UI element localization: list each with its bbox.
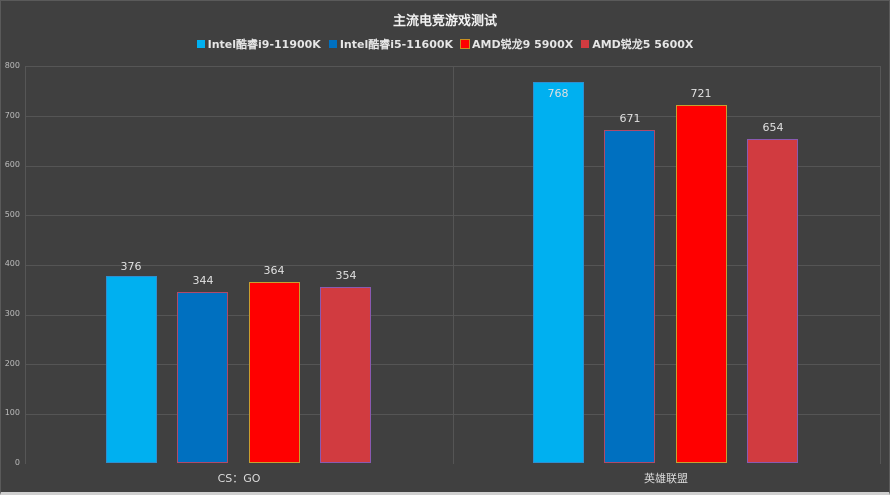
legend-item-i9-11900k[interactable]: Intel酷睿i9-11900K [196, 36, 321, 52]
y-tick-label: 700 [4, 111, 20, 120]
y-tick-label: 600 [4, 160, 20, 169]
bar-csgo-r9-5900x[interactable] [249, 282, 300, 463]
legend-item-r9-5900x[interactable]: AMD锐龙9 5900X [460, 36, 574, 52]
chart-title: 主流电竞游戏测试 [392, 14, 497, 29]
x-category-label-csgo: CS：GO [217, 472, 261, 485]
value-label: 344 [192, 274, 214, 287]
bar-csgo-i9-11900k[interactable] [106, 276, 157, 463]
value-label: 768 [547, 87, 569, 100]
legend-swatch-icon [196, 40, 205, 48]
legend-item-i5-11600k[interactable]: Intel酷睿i5-11600K [328, 36, 454, 52]
legend-label: Intel酷睿i5-11600K [339, 38, 454, 51]
bar-lol-i9-11900k[interactable] [533, 82, 584, 463]
legend-label: AMD锐龙5 5600X [592, 38, 694, 51]
value-label: 376 [120, 260, 142, 273]
bar-lol-i5-11600k[interactable] [604, 130, 655, 463]
legend-label: Intel酷睿i9-11900K [207, 38, 321, 51]
y-tick-label: 400 [4, 259, 20, 268]
y-tick-label: 200 [4, 359, 20, 368]
value-label: 654 [762, 121, 784, 134]
y-tick-label: 800 [4, 61, 20, 70]
y-tick-label: 100 [4, 408, 20, 417]
legend-swatch-icon [460, 39, 471, 49]
y-tick-label: 500 [4, 210, 20, 219]
value-label: 364 [263, 264, 285, 277]
bar-lol-r5-5600x[interactable] [747, 139, 798, 463]
value-label: 721 [690, 87, 712, 100]
bar-csgo-i5-11600k[interactable] [177, 292, 228, 463]
legend-label: AMD锐龙9 5900X [472, 38, 574, 51]
bar-lol-r9-5900x[interactable] [676, 105, 727, 463]
bar-csgo-r5-5600x[interactable] [320, 287, 371, 463]
legend: Intel酷睿i9-11900K Intel酷睿i5-11600K AMD锐龙9… [0, 36, 890, 52]
legend-item-r5-5600x[interactable]: AMD锐龙5 5600X [581, 36, 693, 52]
category-divider [453, 67, 454, 464]
y-tick-label: 0 [14, 458, 20, 467]
value-label: 671 [619, 112, 641, 125]
x-category-label-lol: 英雄联盟 [644, 472, 688, 485]
legend-swatch-icon [581, 40, 590, 48]
y-tick-label: 300 [4, 309, 20, 318]
plot-area [25, 66, 881, 464]
value-label: 354 [335, 269, 357, 282]
legend-swatch-icon [328, 40, 337, 48]
